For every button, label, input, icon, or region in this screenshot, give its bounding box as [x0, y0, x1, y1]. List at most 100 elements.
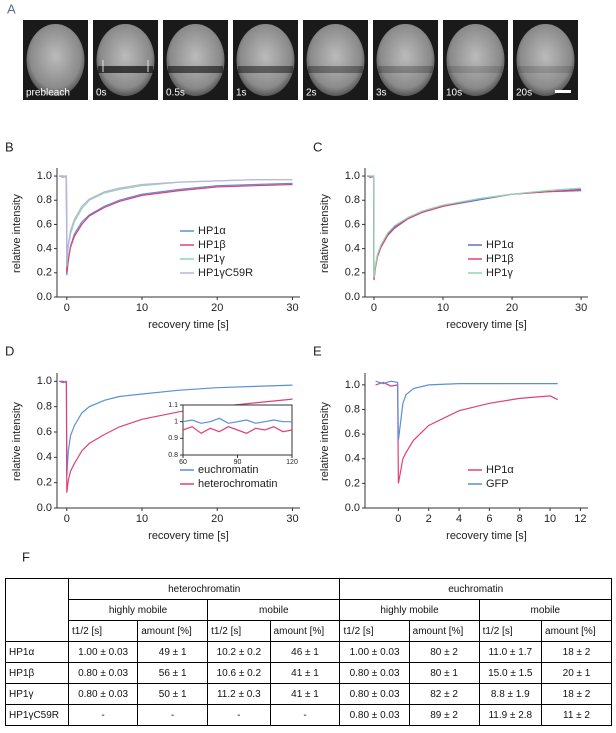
legend-label: HP1α [486, 464, 514, 476]
x-tick-label: 90 [234, 459, 242, 466]
legend-label: HP1γC59R [198, 267, 253, 279]
bleach-strip [168, 66, 223, 73]
y-tick-label: 1.1 [168, 402, 178, 409]
series-line [366, 175, 582, 281]
x-tick-label: 60 [179, 459, 187, 466]
x-tick-label: 0 [371, 302, 377, 314]
chart: 0.0 0.2 0.4 0.6 0.8 1.0 0 10 20 30 recovery time [… [11, 168, 300, 331]
table-row: HP1β 0.80 ± 0.03 56 ± 1 10.6 ± 0.2 41 ± 1 0.8… [5, 662, 612, 684]
bleach-strip [308, 66, 363, 73]
y-tick-label: 0.2 [345, 477, 360, 489]
y-tick-label: 0.4 [345, 243, 360, 255]
table-cell: 50 ± 1 [137, 683, 209, 705]
figure: A B C D E F prebleach 0s 0.5s 1s 2s 3s 10s 20s … [5, 1, 588, 564]
table-cell: 82 ± 2 [408, 683, 480, 705]
frame-label: 3s [376, 88, 387, 99]
nucleus [306, 24, 365, 96]
row-header: HP1α [5, 641, 69, 663]
nucleus [166, 24, 225, 96]
table-cell: 20 ± 1 [541, 662, 612, 684]
y-tick-label: 0.6 [37, 426, 52, 438]
legend-label: HP1β [486, 253, 514, 265]
series-line [375, 381, 558, 484]
x-tick-label: 30 [575, 302, 587, 314]
table-cell: 0.80 ± 0.03 [339, 683, 410, 705]
y-tick-label: 0.4 [37, 451, 52, 463]
table-cell: 41 ± 1 [269, 683, 341, 705]
column-header: t1/2 [s] [339, 620, 410, 642]
nucleus [26, 24, 85, 96]
panel-label: B [5, 139, 14, 154]
y-axis-title: relative intensity [11, 402, 23, 481]
table-cell: - [207, 704, 271, 726]
legend-label: euchromatin [198, 464, 259, 476]
group-header: heterochromatin [67, 578, 341, 600]
y-tick-label: 0.8 [168, 452, 178, 459]
series-line [182, 426, 293, 435]
legend-label: heterochromatin [198, 478, 278, 490]
row-header: HP1β [5, 662, 69, 684]
y-tick-label: 1.0 [345, 170, 360, 182]
nucleus [236, 24, 295, 96]
legend-label: HP1γ [486, 267, 513, 279]
x-tick-label: 0 [64, 513, 70, 525]
column-header: amount [%] [541, 620, 612, 642]
table-cell: - [269, 704, 341, 726]
corner-cell [5, 578, 69, 642]
table-cell: 10.6 ± 0.2 [207, 662, 271, 684]
table-cell: 49 ± 1 [137, 641, 209, 663]
table-cell: 18 ± 2 [541, 641, 612, 663]
column-header: t1/2 [s] [207, 620, 271, 642]
x-tick-label: 10 [437, 302, 449, 314]
y-axis-title: relative intensity [319, 194, 331, 273]
frame-label: 0.5s [166, 88, 185, 99]
image-strip: prebleach 0s 0.5s 1s 2s 3s 10s 20s [23, 20, 578, 100]
table-cell: 8.8 ± 1.9 [478, 683, 543, 705]
x-axis-title: recovery time [s] [446, 319, 527, 331]
y-tick-label: 0.8 [345, 403, 360, 415]
chart: 0.0 0.2 0.4 0.6 0.8 1.0 0 2 4 6 8 10 12 recovery time… [319, 373, 588, 542]
frame-label: 1s [236, 88, 247, 99]
y-tick-label: 0.6 [345, 428, 360, 440]
y-tick-label: 0.0 [345, 502, 360, 514]
row-header: HP1γ [5, 683, 69, 705]
panel-label: D [5, 343, 14, 358]
table-cell: 41 ± 1 [269, 662, 341, 684]
y-tick-label: 0.0 [37, 291, 52, 303]
table-cell: 1.00 ± 0.03 [67, 641, 139, 663]
table-cell: - [137, 704, 209, 726]
x-tick-label: 0 [395, 513, 401, 525]
series-line [367, 175, 582, 278]
y-tick-label: 0.2 [37, 267, 52, 279]
subgroup-header: highly mobile [339, 599, 480, 621]
scale-bar [555, 90, 571, 93]
column-header: amount [%] [408, 620, 480, 642]
x-tick-label: 4 [456, 513, 462, 525]
bleach-strip [448, 66, 503, 73]
y-tick-label: 0.0 [37, 502, 52, 514]
nucleus [446, 24, 505, 96]
table-cell: 11.0 ± 1.7 [478, 641, 543, 663]
table-row: HP1γC59R - - - -0.80 ± 0.03 89 ± 2 11.9 ± 2.8 1… [5, 704, 612, 726]
legend-label: HP1α [486, 239, 514, 251]
x-axis-title: recovery time [s] [148, 319, 229, 331]
y-tick-label: 1.0 [345, 379, 360, 391]
y-tick-label: 0.2 [37, 477, 52, 489]
y-tick-label: 0.8 [37, 194, 52, 206]
frame-label: 2s [306, 88, 317, 99]
x-tick-label: 6 [486, 513, 492, 525]
column-header: t1/2 [s] [67, 620, 139, 642]
y-tick-label: 0.2 [345, 267, 360, 279]
table-cell: 80 ± 2 [408, 641, 480, 663]
series-line [375, 380, 558, 441]
table-cell: 15.0 ± 1.5 [478, 662, 543, 684]
column-header: amount [%] [137, 620, 209, 642]
table-cell: 0.80 ± 0.03 [339, 662, 410, 684]
table-cell: 0.80 ± 0.03 [67, 683, 139, 705]
x-tick-label: 20 [211, 302, 223, 314]
frame-label: 20s [516, 88, 532, 99]
table-cell: 10.2 ± 0.2 [207, 641, 271, 663]
results-table: heterochromatin euchromatin highly mobil… [5, 578, 613, 726]
legend-label: HP1α [198, 225, 226, 237]
